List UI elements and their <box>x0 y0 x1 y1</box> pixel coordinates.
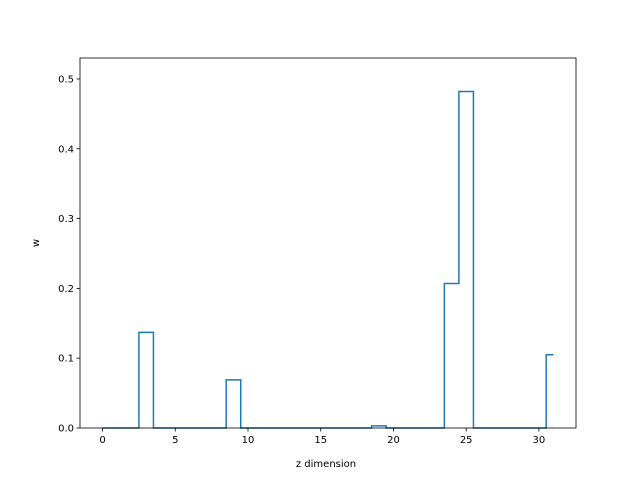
x-tick-label: 20 <box>387 435 400 446</box>
axes: 0 5 10 15 20 25 30 0.0 0.1 0.2 0.3 0.4 0.5 <box>58 57 577 446</box>
y-tick-label: 0.5 <box>58 74 74 85</box>
y-axis-label: w <box>31 239 42 247</box>
x-tick-label: 25 <box>460 435 473 446</box>
y-tick-label: 0.2 <box>58 284 74 295</box>
y-tick-label: 0.3 <box>58 214 74 225</box>
x-axis-label: z dimension <box>296 459 356 470</box>
x-tick-label: 30 <box>533 435 546 446</box>
y-tick-label: 0.1 <box>58 354 74 365</box>
x-tick-label: 0 <box>99 435 105 446</box>
x-tick-label: 5 <box>172 435 178 446</box>
axes-frame <box>79 57 577 429</box>
x-tick-label: 15 <box>314 435 327 446</box>
y-tick-label: 0.4 <box>58 144 74 155</box>
x-tick-label: 10 <box>242 435 255 446</box>
y-tick-label: 0.0 <box>58 424 74 435</box>
